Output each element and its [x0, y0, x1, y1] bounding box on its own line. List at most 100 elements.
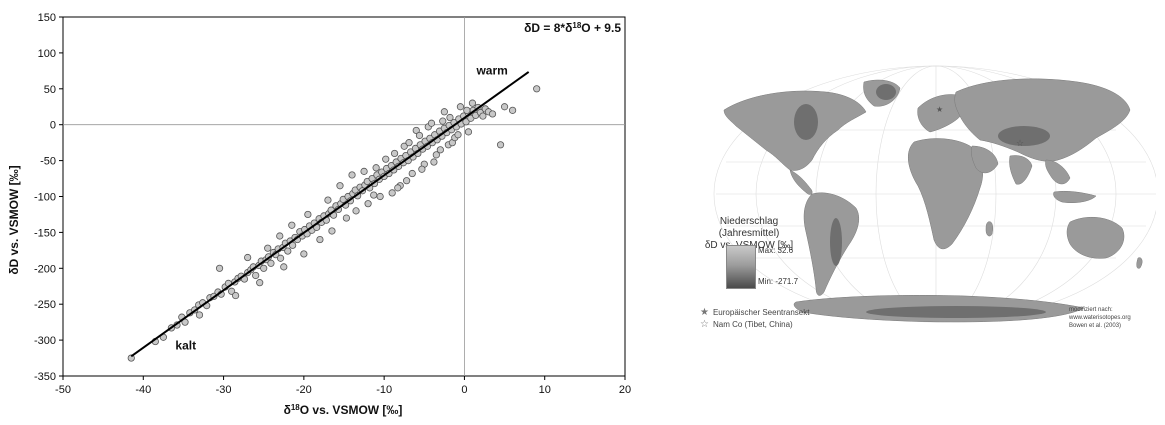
data-point — [364, 200, 372, 208]
data-point — [462, 118, 470, 126]
data-point — [430, 158, 438, 166]
data-point — [252, 271, 260, 280]
data-point — [496, 141, 505, 149]
europe — [917, 94, 966, 133]
data-point — [390, 149, 399, 158]
scatter-points — [127, 85, 541, 362]
data-point — [300, 250, 308, 258]
y-tick-label: 150 — [38, 12, 56, 24]
y-tick-label: -350 — [34, 371, 56, 383]
legend-title-line1: Niederschlag (Jahresmittel) — [718, 216, 780, 239]
data-point — [427, 119, 436, 127]
indonesia — [1053, 190, 1097, 203]
data-point — [432, 151, 440, 159]
annotation-kalt: kalt — [175, 338, 196, 352]
madagascar — [985, 221, 994, 237]
data-point — [276, 254, 285, 262]
y-tick-label: -50 — [40, 156, 56, 168]
world-map-panel: ★ ☆ Niederschlag (Jahresmittel) δD vs. V… — [686, 52, 1156, 362]
annotation-warm: warm — [475, 63, 507, 77]
data-point — [446, 113, 454, 122]
data-point — [440, 108, 448, 116]
data-point — [348, 171, 356, 179]
legend-min-label: Min: -271.7 — [758, 277, 799, 286]
data-point — [342, 214, 351, 222]
data-point — [316, 235, 324, 244]
data-point — [228, 287, 236, 295]
data-point — [479, 112, 487, 120]
data-point — [352, 207, 360, 215]
highland-regions — [794, 84, 1050, 318]
africa — [907, 138, 983, 250]
data-point — [267, 259, 275, 267]
data-point — [400, 142, 408, 150]
data-point — [500, 103, 509, 111]
data-point — [276, 232, 284, 240]
y-tick-label: -200 — [34, 263, 56, 275]
data-point — [289, 241, 297, 249]
data-point — [436, 146, 444, 154]
y-tick-label: -250 — [34, 299, 56, 311]
data-point — [304, 210, 312, 219]
x-tick-label: -50 — [55, 384, 71, 396]
data-point — [195, 311, 204, 319]
data-point — [244, 253, 252, 262]
data-point — [328, 227, 336, 235]
x-tick-label: 20 — [619, 384, 631, 396]
credit-line-3: Bowen et al. (2003) — [1069, 323, 1122, 329]
data-point — [456, 103, 465, 111]
y-tick-label: -100 — [34, 192, 56, 204]
x-tick-label: -10 — [376, 384, 392, 396]
regression-line — [130, 71, 530, 358]
y-tick-label: -300 — [34, 335, 56, 347]
y-tick-label: 0 — [50, 120, 56, 132]
data-point — [324, 196, 332, 204]
central-america — [789, 169, 813, 195]
credit-line-1: modifiziert nach: — [1069, 307, 1113, 313]
data-point — [376, 192, 384, 201]
legend-max-label: Max: 32.6 — [758, 246, 794, 255]
x-tick-label: -30 — [216, 384, 232, 396]
x-tick-label: 0 — [461, 384, 467, 396]
data-point — [464, 128, 473, 136]
x-tick-label: -40 — [135, 384, 151, 396]
data-point — [127, 354, 135, 362]
data-point — [260, 264, 268, 272]
world-map: ★ ☆ — [713, 65, 1156, 323]
data-point — [463, 106, 471, 114]
data-point — [284, 247, 292, 255]
legend-color-bar — [726, 245, 756, 289]
data-point — [264, 244, 272, 252]
australia — [1066, 216, 1125, 259]
southeast-asia — [1045, 159, 1071, 185]
data-point — [403, 177, 411, 185]
legend-marker-namco-label: Nam Co (Tibet, China) — [712, 320, 793, 329]
scatter-chart: -50 -40 -30 -20 -10 0 10 20-350-300-250-200-150… — [7, 12, 631, 417]
data-point — [388, 189, 396, 197]
data-point — [468, 99, 477, 107]
outline-star-icon: ☆ — [700, 318, 709, 330]
data-point — [370, 191, 378, 199]
data-point — [256, 279, 264, 287]
data-point — [408, 169, 416, 178]
data-point — [415, 131, 424, 140]
data-point — [382, 155, 390, 163]
data-point — [439, 117, 447, 125]
legend-marker-namco: ☆ Nam Co (Tibet, China) — [700, 318, 793, 330]
asia — [954, 78, 1131, 162]
y-tick-label: -150 — [34, 227, 56, 239]
data-point — [533, 85, 541, 93]
data-point — [412, 126, 420, 135]
new-zealand — [1136, 257, 1143, 269]
x-tick-label: -20 — [296, 384, 312, 396]
arabia — [970, 145, 999, 174]
legend-marker-europe-label: Europäischer Seentransekt — [712, 308, 810, 317]
x-tick-label: 10 — [539, 384, 551, 396]
equation-label: δD = 8*δ18O + 9.5 — [524, 21, 621, 36]
filled-star-icon: ★ — [700, 306, 709, 318]
data-point — [405, 139, 413, 147]
north-america — [723, 90, 867, 171]
map-credits: modifiziert nach: www.waterisotopes.org … — [1069, 306, 1131, 330]
data-point — [454, 131, 462, 139]
legend-marker-europe: ★ Europäischer Seentransekt — [700, 306, 810, 318]
